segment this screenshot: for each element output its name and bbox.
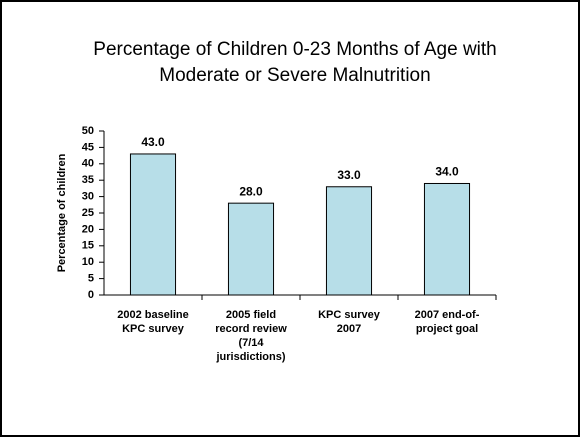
y-tick-label: 25 <box>82 207 94 219</box>
x-tick-label: jurisdictions) <box>215 351 285 363</box>
value-label: 33.0 <box>337 168 361 182</box>
y-axis-label: Percentage of children <box>56 153 68 272</box>
x-tick-label: 2002 baseline <box>117 309 189 321</box>
bar <box>325 186 373 296</box>
bar <box>423 182 471 296</box>
value-label: 28.0 <box>239 184 263 198</box>
y-tick-label: 10 <box>82 256 94 268</box>
y-tick-label: 35 <box>82 174 94 186</box>
y-tick-label: 45 <box>82 141 94 153</box>
y-tick-label: 30 <box>82 191 94 203</box>
x-tick-label: record review <box>215 323 287 335</box>
x-tick-label: KPC survey <box>318 309 381 321</box>
y-tick-label: 50 <box>82 125 94 137</box>
x-tick-label: (7/14 <box>238 337 264 349</box>
bar <box>227 202 275 296</box>
x-tick-label: 2007 <box>337 323 361 335</box>
y-tick-label: 0 <box>88 289 94 301</box>
bar <box>129 153 177 296</box>
y-tick-label: 5 <box>88 273 94 285</box>
chart-title: Percentage of Children 0-23 Months of Ag… <box>93 39 496 60</box>
x-tick-label: project goal <box>416 323 478 335</box>
x-tick-label: KPC survey <box>122 323 185 335</box>
y-tick-label: 40 <box>82 158 94 170</box>
y-tick-label: 20 <box>82 223 94 235</box>
y-tick-label: 15 <box>82 240 94 252</box>
value-label: 34.0 <box>435 165 459 179</box>
chart-title: Moderate or Severe Malnutrition <box>159 65 430 86</box>
x-tick-label: 2005 field <box>226 309 276 321</box>
value-label: 43.0 <box>141 135 165 149</box>
x-tick-label: 2007 end-of- <box>415 309 480 321</box>
